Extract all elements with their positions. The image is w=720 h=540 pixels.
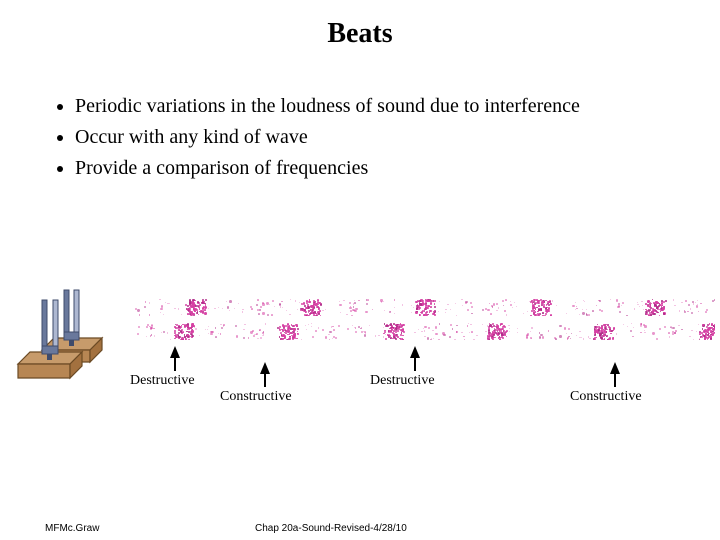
bullet-item: Periodic variations in the loudness of s…	[75, 93, 680, 120]
arrow-stem	[174, 357, 176, 371]
arrow-label: Constructive	[220, 389, 292, 405]
arrow-label: Destructive	[370, 373, 435, 389]
arrow-stem	[614, 373, 616, 387]
footer-author: MFMc.Graw	[45, 523, 99, 534]
arrow-label: Destructive	[130, 373, 195, 389]
tuning-forks-icon	[12, 280, 132, 390]
bullet-item: Provide a comparison of frequencies	[75, 155, 680, 182]
wave-band-1	[135, 298, 715, 316]
beats-figure: Destructive Constructive Destructive Constr…	[0, 298, 720, 468]
bullet-item: Occur with any kind of wave	[75, 124, 680, 151]
wave-band-2	[135, 322, 715, 340]
slide: Beats Periodic variations in the loudnes…	[0, 18, 720, 540]
arrow-stem	[414, 357, 416, 371]
arrow-label: Constructive	[570, 389, 642, 405]
bullet-list: Periodic variations in the loudness of s…	[75, 93, 680, 186]
footer-source: Chap 20a-Sound-Revised-4/28/10	[255, 523, 407, 534]
slide-title: Beats	[0, 18, 720, 50]
arrow-stem	[264, 373, 266, 387]
